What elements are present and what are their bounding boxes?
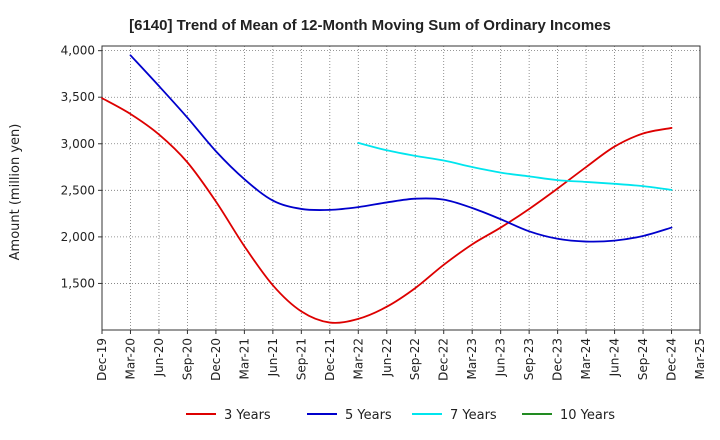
x-tick-label: Dec-22 — [437, 338, 451, 381]
x-tick-label: Mar-21 — [237, 338, 251, 379]
y-tick-label: 4,000 — [61, 44, 95, 58]
y-axis-label: Amount (million yen) — [8, 124, 23, 261]
series-line-7-years — [357, 141, 673, 191]
x-tick-label: Dec-23 — [551, 338, 565, 381]
series-lines — [101, 54, 673, 324]
x-tick-label: Mar-25 — [693, 338, 707, 379]
series-line-5-years — [129, 54, 673, 243]
y-tick-label: 2,000 — [61, 230, 95, 244]
x-tick-label: Jun-23 — [494, 338, 508, 377]
y-tick-label: 2,500 — [61, 183, 95, 197]
x-tick-label: Jun-22 — [380, 338, 394, 377]
x-tick-label: Jun-24 — [608, 338, 622, 377]
y-tick-label: 3,500 — [61, 90, 95, 104]
chart-title: [6140] Trend of Mean of 12-Month Moving … — [129, 17, 611, 34]
x-tick-label: Dec-19 — [95, 338, 109, 381]
legend-label-3-years: 3 Years — [224, 408, 271, 423]
y-tick-label: 3,000 — [61, 137, 95, 151]
x-tick-label: Sep-20 — [180, 338, 194, 380]
y-tick-label: 1,500 — [61, 276, 95, 290]
x-tick-label: Mar-23 — [465, 338, 479, 379]
series-line-3-years — [101, 97, 673, 324]
x-tick-label: Dec-24 — [665, 338, 679, 381]
axes: 1,500 2,000 2,500 3,000 3,500 4,000 Dec-19 Mar-… — [61, 44, 707, 381]
x-tick-label: Sep-23 — [522, 338, 536, 380]
x-tick-label: Sep-21 — [294, 338, 308, 380]
legend-label-7-years: 7 Years — [450, 408, 497, 423]
x-tick-label: Sep-22 — [408, 338, 422, 380]
legend-label-5-years: 5 Years — [345, 408, 392, 423]
x-tick-label: Mar-24 — [579, 338, 593, 379]
grid — [101, 46, 701, 330]
plot-frame — [101, 45, 701, 331]
x-tick-label: Jun-21 — [266, 338, 280, 377]
x-tick-label: Dec-20 — [209, 338, 223, 381]
x-tick-label: Sep-24 — [636, 338, 650, 380]
x-tick-label: Dec-21 — [323, 338, 337, 381]
legend: 3 Years 5 Years 7 Years 10 Years — [186, 408, 615, 423]
x-tick-label: Jun-20 — [152, 338, 166, 377]
legend-label-10-years: 10 Years — [560, 408, 615, 423]
x-tick-label: Mar-22 — [351, 338, 365, 379]
x-tick-label: Mar-20 — [123, 338, 137, 379]
